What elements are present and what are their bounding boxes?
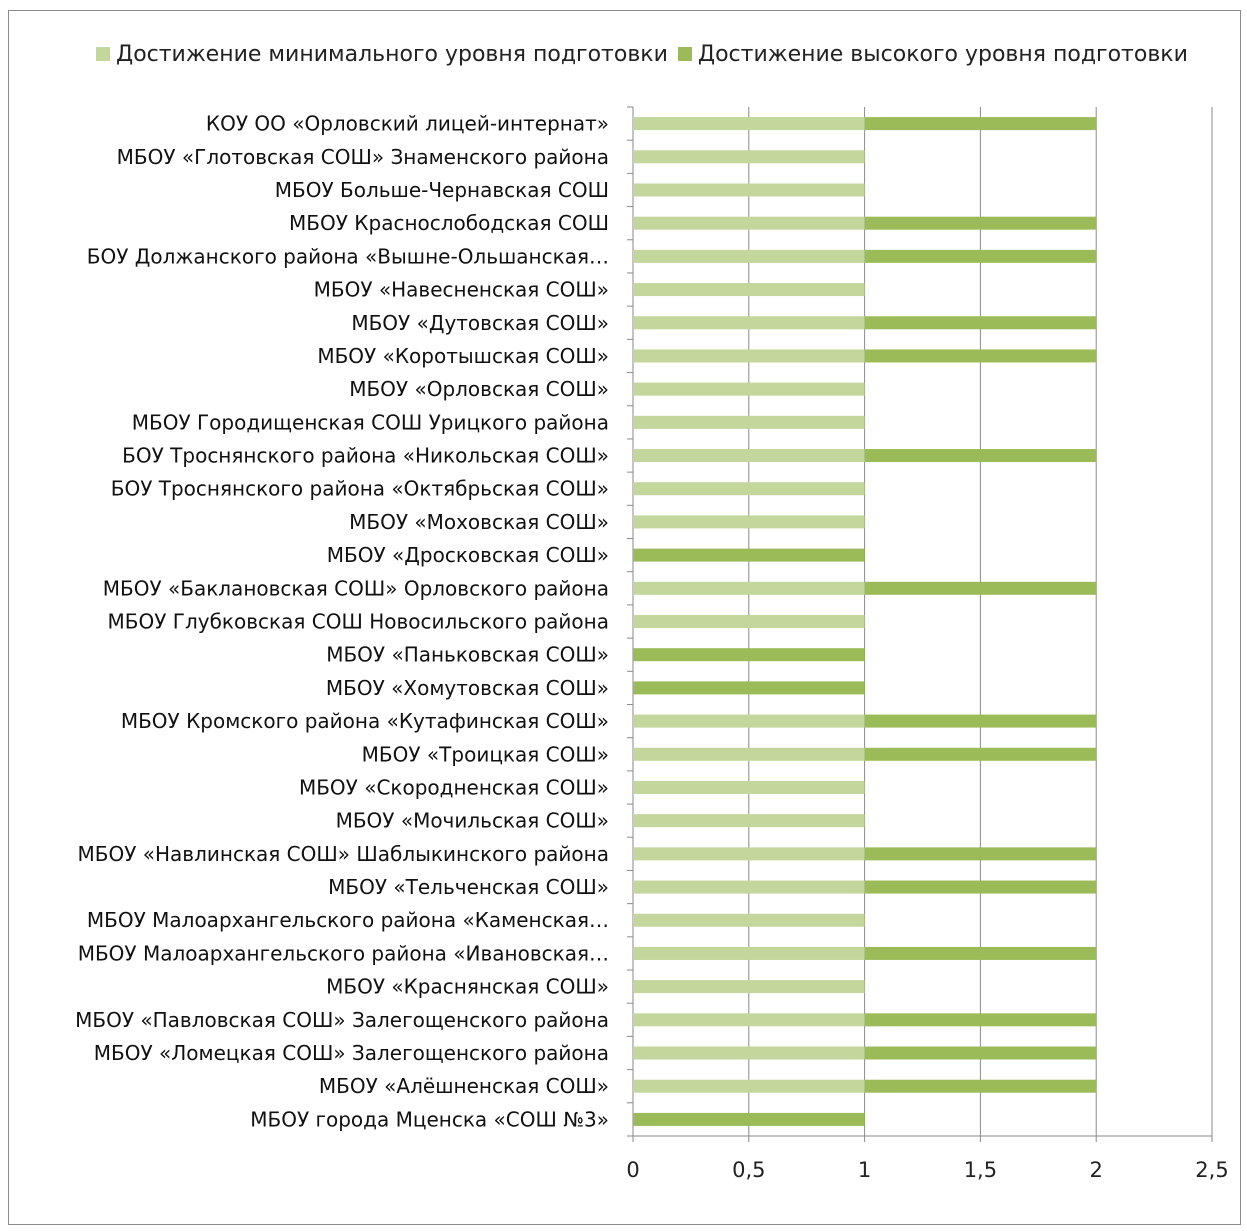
bar-high: [864, 847, 1097, 861]
bar-high: [864, 117, 1097, 131]
category-label: МБОУ Больше-Чернавская СОШ: [275, 178, 609, 202]
x-tick-label: 1,5: [964, 1158, 997, 1182]
category-label: МБОУ города Мценска «СОШ №3»: [250, 1107, 609, 1131]
bar-minimal: [633, 747, 865, 761]
legend-label-minimal: Достижение минимального уровня подготовк…: [116, 41, 668, 67]
category-label: МБОУ «Ломецкая СОШ» Залегощенского район…: [94, 1041, 609, 1065]
category-label: БОУ Должанского района «Вышне-Ольшанская…: [87, 244, 609, 268]
bar-minimal: [633, 714, 865, 728]
category-label: МБОУ «Навлинская СОШ» Шаблыкинского райо…: [78, 842, 609, 866]
bar-minimal: [633, 946, 865, 960]
bar-high: [864, 316, 1097, 330]
category-label: КОУ ОО «Орловский лицей-интернат»: [206, 112, 609, 136]
category-label: МБОУ «Павловская СОШ» Залегощенского рай…: [75, 1008, 609, 1032]
bar-minimal: [633, 1079, 865, 1093]
category-label: БОУ Троснянского района «Октябрьская СОШ…: [111, 477, 609, 501]
category-label: МБОУ «Паньковская СОШ»: [326, 643, 609, 667]
bar-minimal: [633, 349, 865, 363]
chart-legend: Достижение минимального уровня подготовк…: [96, 38, 1198, 70]
category-label: МБОУ «Моховская СОШ»: [349, 510, 609, 534]
bar-minimal: [633, 150, 865, 164]
bar-minimal: [633, 249, 865, 263]
bar-high: [864, 349, 1097, 363]
category-label: МБОУ «Скородненская СОШ»: [299, 775, 609, 799]
bar-minimal: [633, 880, 865, 894]
category-label: МБОУ Кромского района «Кутафинская СОШ»: [121, 709, 609, 733]
bar-high: [864, 1013, 1097, 1027]
bar-high: [864, 216, 1097, 230]
chart-frame: [8, 10, 1241, 1225]
bar-high: [864, 449, 1097, 463]
category-label: МБОУ «Дутовская СОШ»: [351, 311, 609, 335]
bar-minimal: [633, 980, 865, 994]
bar-minimal: [633, 449, 865, 463]
x-tick-label: 0: [626, 1158, 639, 1182]
category-label: МБОУ «Дросковская СОШ»: [327, 543, 609, 567]
category-label: МБОУ «Глотовская СОШ» Знаменского района: [117, 145, 609, 169]
x-tick-label: 1: [858, 1158, 871, 1182]
bar-minimal: [633, 415, 865, 429]
category-label: БОУ Троснянского района «Никольская СОШ»: [122, 444, 609, 468]
category-label: МБОУ «Тельченская СОШ»: [328, 875, 609, 899]
bar-minimal: [633, 581, 865, 595]
bar-high: [633, 548, 865, 562]
bar-minimal: [633, 1013, 865, 1027]
bar-minimal: [633, 814, 865, 828]
legend-item-high: Достижение высокого уровня подготовки: [677, 41, 1188, 67]
bar-minimal: [633, 316, 865, 330]
bar-high: [864, 1079, 1097, 1093]
category-label: МБОУ «Баклановская СОШ» Орловского район…: [103, 576, 609, 600]
category-label: МБОУ «Алёшненская СОШ»: [319, 1074, 609, 1098]
legend-label-high: Достижение высокого уровня подготовки: [697, 41, 1188, 67]
bar-minimal: [633, 216, 865, 230]
category-label: МБОУ «Навесненская СОШ»: [314, 278, 609, 302]
legend-swatch-minimal: [96, 47, 110, 61]
category-label: МБОУ Глубковская СОШ Новосильского район…: [108, 610, 609, 634]
bar-minimal: [633, 913, 865, 927]
bar-high: [633, 681, 865, 695]
bar-high: [864, 880, 1097, 894]
bar-high: [864, 714, 1097, 728]
category-label: МБОУ Городищенская СОШ Урицкого района: [132, 410, 609, 434]
category-label: МБОУ Малоархангельского района «Каменска…: [87, 908, 609, 932]
bar-minimal: [633, 183, 865, 197]
bar-minimal: [633, 1046, 865, 1060]
bar-high: [864, 581, 1097, 595]
category-label: МБОУ «Коротышская СОШ»: [317, 344, 609, 368]
bar-high: [864, 249, 1097, 263]
bar-minimal: [633, 847, 865, 861]
x-tick-label: 2,5: [1195, 1158, 1228, 1182]
bar-minimal: [633, 615, 865, 628]
category-label: МБОУ «Троицкая СОШ»: [362, 742, 609, 766]
bar-minimal: [633, 117, 865, 131]
category-label: МБОУ «Краснянская СОШ»: [326, 975, 609, 999]
bar-minimal: [633, 780, 865, 794]
bar-minimal: [633, 515, 865, 529]
category-label: МБОУ «Хомутовская СОШ»: [326, 676, 609, 700]
x-tick-label: 2: [1090, 1158, 1103, 1182]
bar-high: [864, 747, 1097, 761]
bar-high: [864, 946, 1097, 960]
bar-minimal: [633, 283, 865, 297]
legend-item-minimal: Достижение минимального уровня подготовк…: [96, 42, 668, 67]
bar-minimal: [633, 482, 865, 496]
bar-high: [633, 1112, 865, 1126]
bar-high: [864, 1046, 1097, 1060]
bar-minimal: [633, 382, 865, 396]
x-tick-label: 0,5: [732, 1158, 765, 1182]
category-label: МБОУ Малоархангельского района «Ивановск…: [78, 941, 609, 965]
category-label: МБОУ «Орловская СОШ»: [349, 377, 609, 401]
category-label: МБОУ Краснослободская СОШ: [289, 211, 609, 235]
category-label: МБОУ «Мочильская СОШ»: [336, 809, 609, 833]
legend-swatch-high: [677, 47, 692, 61]
bar-high: [633, 648, 865, 662]
